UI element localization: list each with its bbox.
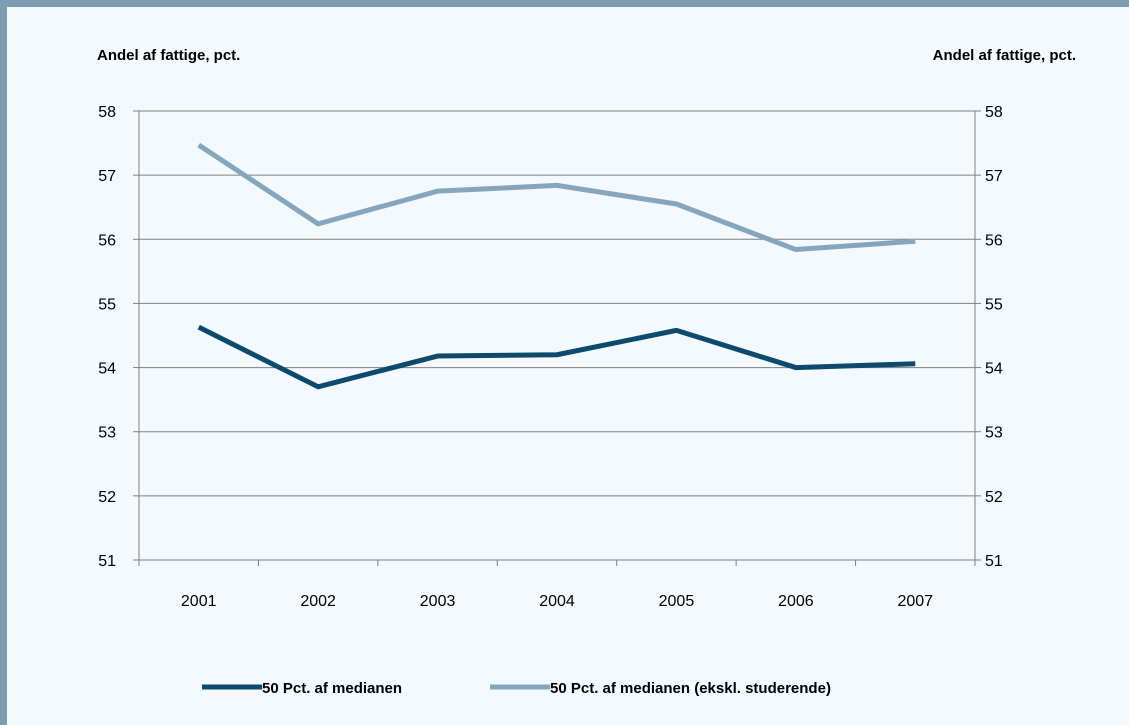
y-tick-label-left: 51 [98, 553, 116, 570]
axes: 51 51 52 52 53 53 54 54 55 55 56 56 57 57 58 58 2001 2002… [98, 104, 1003, 610]
line-chart: 51 51 52 52 53 53 54 54 55 55 56 56 57 57 58 58 2001 2002… [97, 47, 1076, 697]
y-tick-label-right: 55 [985, 296, 1003, 313]
legend: 50 Pct. af medianen 50 Pct. af medianen (… [202, 680, 831, 697]
y-tick-label-left: 56 [98, 232, 116, 249]
y-axis-title-left: Andel af fattige, pct. [97, 47, 240, 64]
y-tick-label-right: 58 [985, 104, 1003, 121]
y-tick-label-right: 54 [985, 361, 1003, 378]
legend-label-2: 50 Pct. af medianen (ekskl. studerende) [550, 680, 831, 697]
series-lines [197, 142, 916, 390]
y-axis-title-right: Andel af fattige, pct. [933, 47, 1076, 64]
y-tick-label-right: 57 [985, 168, 1003, 185]
x-tick-label: 2004 [539, 593, 575, 610]
x-tick-label: 2006 [778, 593, 814, 610]
x-tick-label: 2002 [300, 593, 336, 610]
x-tick-label: 2005 [659, 593, 695, 610]
y-tick-label-right: 51 [985, 553, 1003, 570]
series-line-1 [197, 324, 916, 390]
gridlines [139, 110, 975, 497]
y-tick-label-right: 53 [985, 425, 1003, 442]
x-tick-label: 2001 [181, 593, 217, 610]
y-tick-label-left: 53 [98, 425, 116, 442]
x-tick-label: 2003 [420, 593, 456, 610]
y-tick-label-left: 55 [98, 296, 116, 313]
x-tick-label: 2007 [897, 593, 933, 610]
y-tick-label-left: 58 [98, 104, 116, 121]
legend-label-1: 50 Pct. af medianen [262, 680, 402, 697]
y-tick-label-right: 56 [985, 232, 1003, 249]
y-tick-label-right: 52 [985, 489, 1003, 506]
y-tick-label-left: 52 [98, 489, 116, 506]
y-tick-label-left: 54 [98, 361, 116, 378]
y-tick-label-left: 57 [98, 168, 116, 185]
series-line-2 [197, 142, 916, 253]
